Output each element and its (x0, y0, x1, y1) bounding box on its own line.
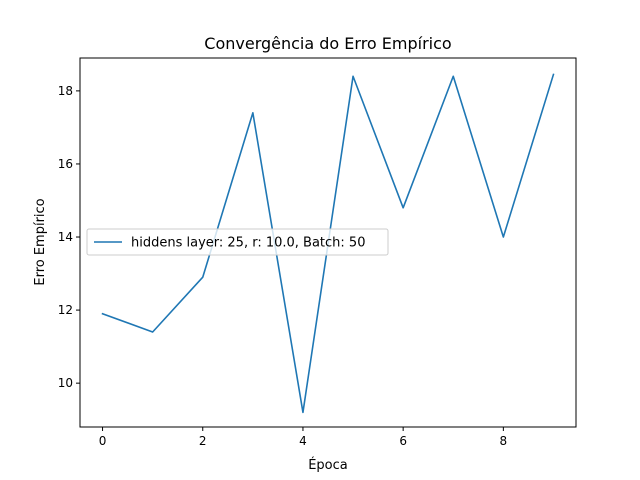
chart-title: Convergência do Erro Empírico (204, 34, 451, 53)
y-axis-label: Erro Empírico (33, 198, 48, 285)
x-tick-label: 6 (399, 434, 407, 448)
y-axis-ticks: 10 12 14 16 18 (58, 84, 80, 390)
x-tick-label: 8 (500, 434, 508, 448)
x-tick-label: 4 (299, 434, 307, 448)
y-tick-label: 10 (58, 376, 73, 390)
x-tick-label: 2 (199, 434, 207, 448)
legend-label: hiddens layer: 25, r: 10.0, Batch: 50 (131, 236, 365, 251)
legend: hiddens layer: 25, r: 10.0, Batch: 50 (86, 228, 389, 256)
x-axis-label: Época (308, 457, 348, 473)
y-tick-label: 12 (58, 303, 73, 317)
x-tick-label: 0 (99, 434, 107, 448)
y-tick-label: 16 (58, 157, 73, 171)
x-axis-ticks: 0 2 4 6 8 (99, 427, 507, 448)
y-tick-label: 18 (58, 84, 73, 98)
plot-area-frame (79, 57, 577, 428)
legend-box (86, 228, 389, 256)
y-tick-label: 14 (58, 230, 73, 244)
